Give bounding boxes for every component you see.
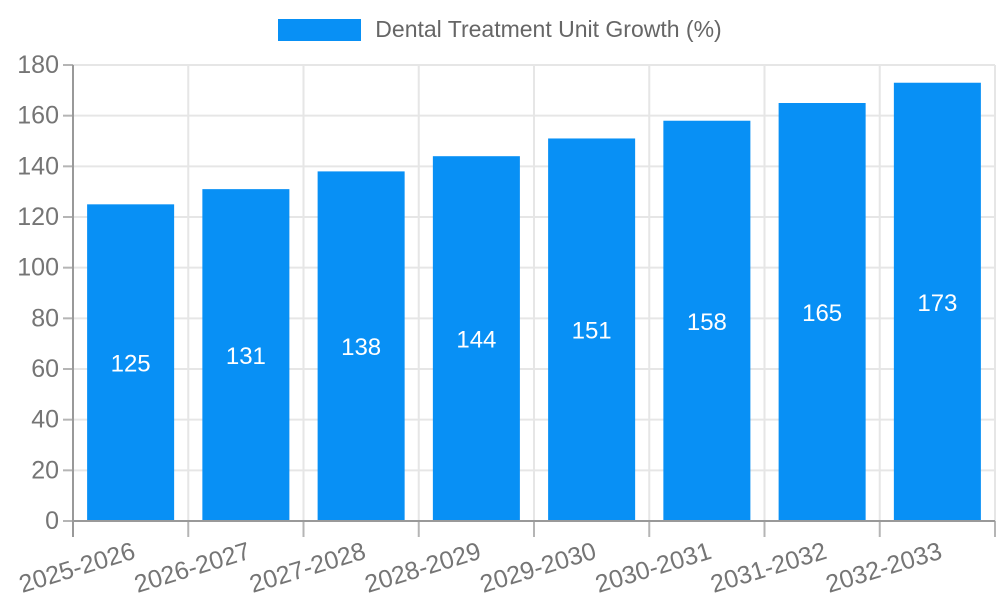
x-tick-label: 2031-2032 [707,537,830,599]
y-tick-label: 100 [17,254,59,282]
y-tick-label: 60 [31,355,59,383]
y-tick-label: 0 [45,507,59,535]
bar [432,156,520,521]
x-tick-label: 2032-2033 [823,537,946,599]
bar-value-label: 131 [226,343,266,370]
bar [663,120,751,521]
y-tick-label: 20 [31,456,59,484]
bar-value-label: 125 [111,351,151,378]
bar-value-label: 158 [687,309,727,336]
bar [87,204,175,522]
x-tick-label: 2027-2028 [246,537,369,599]
x-tick-label: 2025-2026 [16,537,139,599]
y-tick-label: 140 [17,152,59,180]
bar [893,82,981,521]
y-tick-label: 120 [17,203,59,231]
y-tick-label: 180 [17,51,59,79]
bar-value-label: 173 [917,290,957,317]
bar [778,103,866,521]
x-tick-label: 2026-2027 [131,537,254,599]
legend[interactable]: Dental Treatment Unit Growth (%) [0,16,1000,43]
bar-value-label: 165 [802,300,842,327]
x-tick-label: 2030-2031 [592,537,715,599]
legend-label: Dental Treatment Unit Growth (%) [375,16,722,42]
bar [548,138,636,521]
bar-value-label: 144 [456,327,496,354]
y-tick-label: 40 [31,406,59,434]
bar [317,171,405,521]
bar-value-label: 138 [341,334,381,361]
x-tick-label: 2028-2029 [362,537,485,599]
bar [202,189,290,521]
y-tick-label: 80 [31,304,59,332]
x-tick-label: 2029-2030 [477,537,600,599]
legend-swatch [278,18,362,41]
bar-value-label: 151 [572,318,612,345]
y-tick-label: 160 [17,102,59,130]
